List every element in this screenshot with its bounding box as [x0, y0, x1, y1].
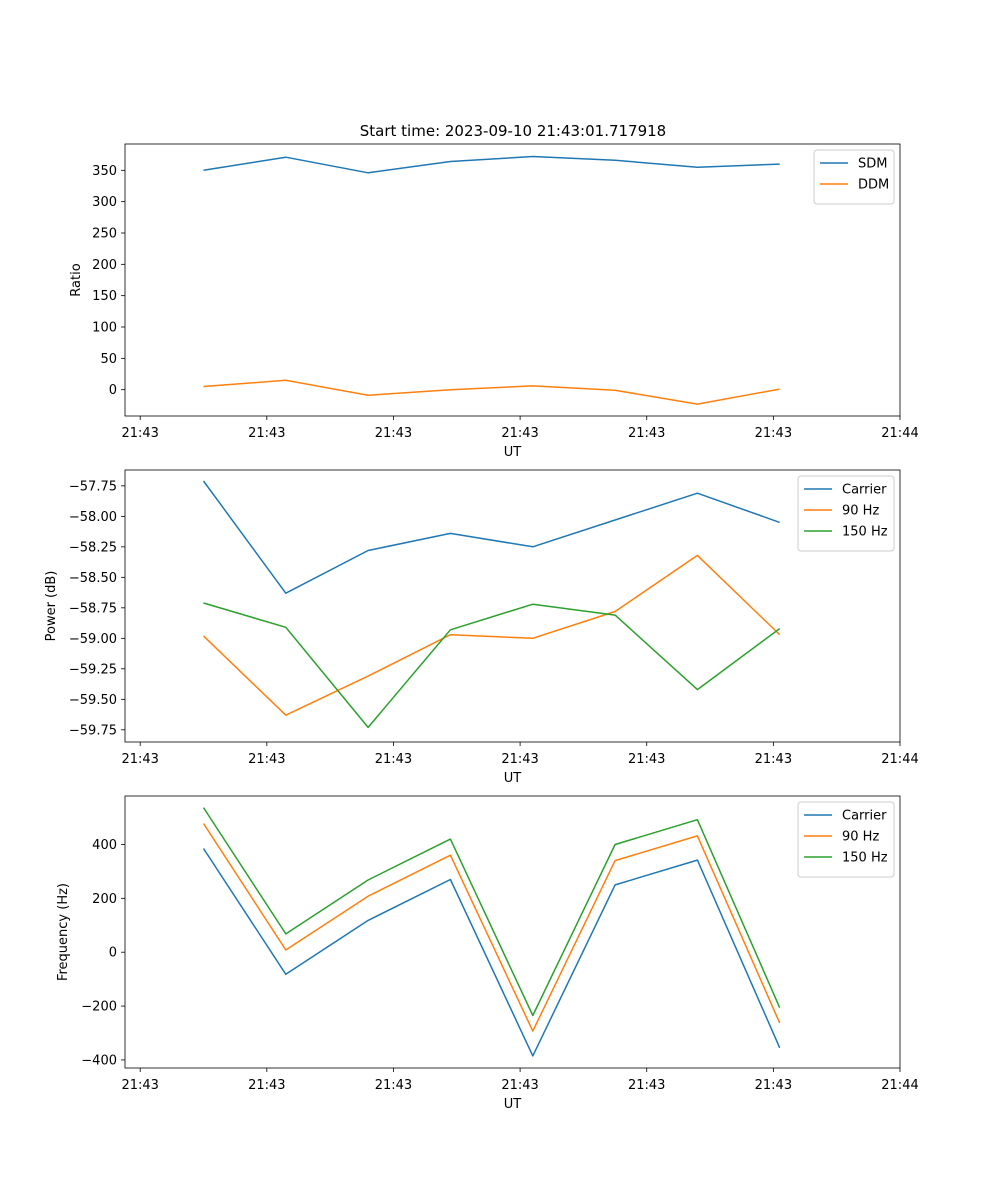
ratio-y-tick-label: 100 [92, 321, 117, 336]
ratio-x-tick-label: 21:43 [375, 426, 412, 441]
frequency-x-tick-label: 21:43 [628, 1078, 665, 1093]
frequency-legend [797, 801, 895, 878]
power-y-tick-label: −58.75 [69, 601, 117, 616]
frequency-subplot: 21:43 21:43 21:43 21:43 21:43 21:43 21:44 −400 −… [56, 795, 919, 1112]
power-legend-label: Carrier [842, 483, 887, 498]
ratio-y-tick-label: 0 [109, 383, 117, 398]
frequency-series-line-90-hz [202, 823, 781, 1032]
ratio-x-tick-label: 21:43 [501, 426, 538, 441]
figure-title: Start time: 2023-09-10 21:43:01.717918 [360, 122, 666, 140]
ratio-x-tick-label: 21:43 [628, 426, 665, 441]
ratio-y-tick-label: 150 [92, 289, 117, 304]
power-y-tick-label: −59.25 [69, 662, 117, 677]
power-y-tick-label: −58.50 [69, 571, 117, 586]
frequency-y-tick-label: 400 [92, 838, 117, 853]
power-y-tick-label: −58.25 [69, 540, 117, 555]
ratio-legend-label: DDM [858, 178, 889, 193]
ratio-x-tick-label: 21:43 [755, 426, 792, 441]
frequency-y-tick-label: 200 [92, 892, 117, 907]
power-y-tick-label: −59.75 [69, 723, 117, 738]
power-x-tick-label: 21:43 [501, 752, 538, 767]
power-y-tick-label: −57.75 [69, 479, 117, 494]
power-series-line-carrier [202, 480, 780, 594]
frequency-x-tick-label: 21:43 [501, 1078, 538, 1093]
ratio-x-axis-label: UT [504, 445, 522, 460]
frequency-legend-label: 150 Hz [842, 851, 888, 866]
ratio-y-axis-label: Ratio [69, 263, 84, 296]
frequency-legend-label: 90 Hz [842, 830, 879, 845]
ratio-y-tick-label: 250 [92, 226, 117, 241]
power-x-tick-label: 21:43 [628, 752, 665, 767]
ratio-x-tick-label: 21:44 [881, 426, 918, 441]
frequency-axes-frame [124, 795, 901, 1069]
power-series-line-150-hz [203, 602, 781, 729]
ratio-series-line-sdm [203, 155, 780, 174]
ratio-axes-frame [124, 143, 901, 417]
power-subplot: 21:43 21:43 21:43 21:43 21:43 21:43 21:44 −59.7… [44, 469, 919, 786]
power-x-tick-label: 21:43 [248, 752, 285, 767]
frequency-legend-label: Carrier [842, 809, 887, 824]
frequency-x-tick-label: 21:44 [881, 1078, 918, 1093]
frequency-x-tick-label: 21:43 [121, 1078, 158, 1093]
power-y-tick-label: −59.00 [69, 632, 117, 647]
ratio-legend-label: SDM [858, 157, 887, 172]
power-x-tick-label: 21:43 [375, 752, 412, 767]
power-axes-frame [124, 469, 901, 743]
ratio-y-tick-label: 200 [92, 258, 117, 273]
power-legend [797, 475, 895, 552]
frequency-y-tick-label: −400 [81, 1053, 117, 1068]
ratio-y-tick-label: 50 [100, 352, 117, 367]
power-legend-label: 90 Hz [842, 504, 879, 519]
power-y-tick-label: −58.00 [69, 510, 117, 525]
frequency-y-axis-label: Frequency (Hz) [56, 883, 71, 981]
power-legend-label: 150 Hz [842, 525, 888, 540]
frequency-y-tick-label: −200 [81, 1000, 117, 1015]
frequency-x-tick-label: 21:43 [375, 1078, 412, 1093]
power-y-axis-label: Power (dB) [44, 571, 59, 642]
frequency-y-tick-label: 0 [109, 946, 117, 961]
ratio-x-tick-label: 21:43 [121, 426, 158, 441]
power-x-tick-label: 21:43 [755, 752, 792, 767]
frequency-x-tick-label: 21:43 [248, 1078, 285, 1093]
frequency-series-line-carrier [202, 848, 781, 1057]
power-x-tick-label: 21:43 [121, 752, 158, 767]
power-x-tick-label: 21:44 [881, 752, 918, 767]
ratio-y-tick-label: 350 [92, 164, 117, 179]
frequency-x-axis-label: UT [504, 1097, 522, 1112]
frequency-series-line-150-hz [202, 807, 781, 1017]
power-series-line-90-hz [202, 554, 781, 716]
power-y-tick-label: −59.50 [69, 693, 117, 708]
ratio-series-line-ddm [203, 379, 780, 405]
frequency-x-tick-label: 21:43 [755, 1078, 792, 1093]
ratio-y-tick-label: 300 [92, 195, 117, 210]
ratio-x-tick-label: 21:43 [248, 426, 285, 441]
power-x-axis-label: UT [504, 771, 522, 786]
ratio-subplot: 21:43 21:43 21:43 21:43 21:43 21:43 21:44 0 50 10… [69, 143, 919, 460]
